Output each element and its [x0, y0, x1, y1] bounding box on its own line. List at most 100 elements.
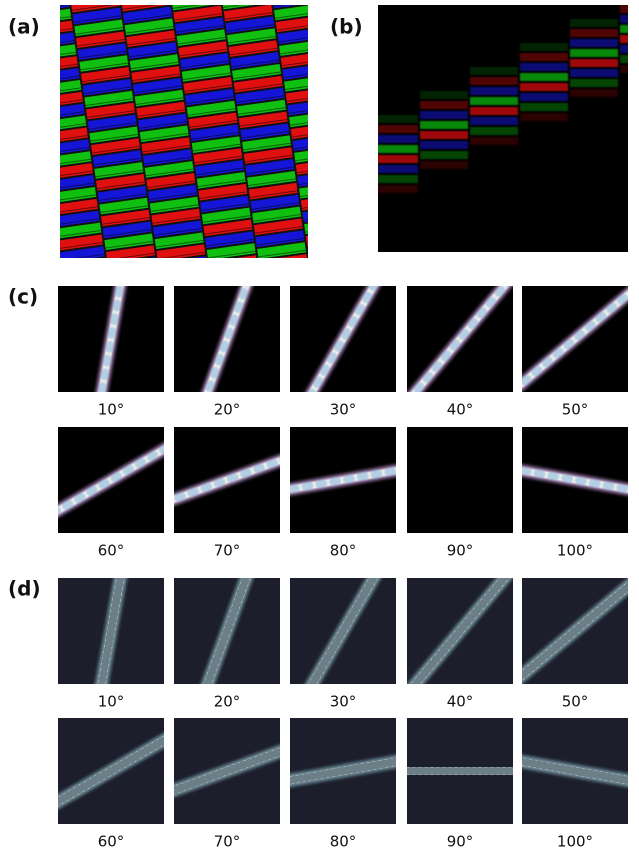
subpixel-edge — [109, 265, 157, 272]
subpixel — [0, 308, 12, 325]
subpixel-edge — [17, 327, 65, 334]
image-tile — [514, 578, 637, 684]
subpixel-edge — [0, 136, 37, 143]
caption: 60° — [98, 542, 125, 560]
subpixel-band — [420, 161, 468, 169]
panel-label: (b) — [330, 15, 363, 39]
subpixel — [0, 93, 33, 110]
subpixel-edge — [0, 65, 27, 72]
caption: 100° — [557, 833, 593, 850]
subpixel-edge — [305, 225, 353, 232]
subpixel — [0, 129, 38, 146]
subpixel-edge — [0, 316, 12, 323]
subpixel-band — [370, 175, 418, 183]
subpixel-band — [420, 91, 468, 99]
tile-content — [514, 286, 637, 392]
subpixel — [15, 319, 64, 336]
image-tile — [380, 427, 540, 533]
subpixel — [0, 272, 7, 289]
subpixel-edge — [0, 351, 17, 358]
subpixel — [2, 224, 51, 241]
tile-content — [407, 278, 513, 401]
tile-content — [174, 264, 280, 414]
subpixel-edge — [0, 125, 36, 132]
figure: (a) (b) (c) (d) 10°20°30°40°50°60°70°80°… — [0, 0, 639, 850]
subpixel — [57, 258, 106, 275]
caption: 60° — [98, 833, 125, 850]
subpixel-band — [520, 73, 568, 81]
subpixel-edge — [210, 263, 258, 270]
subpixel-band — [370, 165, 418, 173]
subpixel — [329, 38, 378, 55]
subpixel-edge — [260, 262, 308, 269]
subpixel-edge — [331, 46, 379, 53]
subpixel — [0, 81, 31, 98]
subpixel — [301, 194, 350, 211]
subpixel-edge — [411, 259, 459, 266]
caption: 30° — [330, 693, 357, 711]
subpixel-edge — [0, 0, 17, 1]
subpixel-band — [620, 65, 639, 73]
image-tile — [514, 286, 637, 392]
subpixel — [311, 265, 360, 282]
subpixel-edge — [0, 172, 42, 179]
subpixel — [412, 263, 461, 280]
image-tile — [407, 278, 513, 401]
subpixel-band — [570, 59, 618, 67]
subpixel-band — [520, 43, 568, 51]
caption: 80° — [330, 542, 357, 560]
subpixel-band — [470, 107, 518, 115]
panel-label: (c) — [8, 285, 38, 309]
caption: 40° — [447, 693, 474, 711]
subpixel-band — [570, 49, 618, 57]
subpixel — [5, 247, 54, 264]
subpixel-band — [420, 121, 468, 129]
subpixel-edge — [0, 113, 34, 120]
subpixel-edge — [302, 202, 350, 209]
image-tile — [264, 427, 422, 533]
subpixel-edge — [15, 315, 63, 322]
subpixel — [7, 259, 56, 276]
subpixel-band — [620, 25, 639, 33]
subpixel-band — [470, 127, 518, 135]
caption: 70° — [214, 542, 241, 560]
subpixel-edge — [161, 276, 209, 283]
subpixel-band — [370, 135, 418, 143]
subpixel — [160, 268, 209, 285]
caption: 80° — [330, 833, 357, 850]
subpixel-band — [520, 93, 568, 101]
caption: 20° — [214, 693, 241, 711]
subpixel-band — [570, 19, 618, 27]
subpixel-edge — [0, 280, 7, 287]
subpixel-band — [620, 45, 639, 53]
subpixel — [0, 320, 14, 337]
subpixel-band — [470, 117, 518, 125]
subpixel-band — [420, 111, 468, 119]
subpixel-edge — [0, 41, 24, 48]
image-tile — [290, 270, 396, 409]
subpixel — [309, 253, 358, 270]
subpixel-band — [620, 15, 639, 23]
subpixel — [108, 257, 157, 274]
subpixel-edge — [59, 266, 107, 273]
subpixel-band — [520, 83, 568, 91]
subpixel-band — [470, 137, 518, 145]
caption: 90° — [447, 833, 474, 850]
subpixel — [0, 200, 48, 217]
subpixel-edge — [60, 278, 108, 285]
subpixel — [333, 62, 382, 79]
subpixel — [158, 256, 207, 273]
subpixel-band — [620, 55, 639, 63]
subpixel-band — [370, 125, 418, 133]
caption: 50° — [562, 693, 589, 711]
subpixel-band — [570, 69, 618, 77]
subpixel — [306, 229, 355, 246]
panel-label: (d) — [8, 577, 41, 601]
subpixel-edge — [0, 328, 14, 335]
subpixel-edge — [0, 208, 47, 215]
tile-content — [152, 427, 302, 533]
subpixel-edge — [334, 70, 382, 77]
subpixel — [14, 307, 63, 324]
caption: 40° — [447, 401, 474, 419]
image-tile — [42, 427, 181, 533]
